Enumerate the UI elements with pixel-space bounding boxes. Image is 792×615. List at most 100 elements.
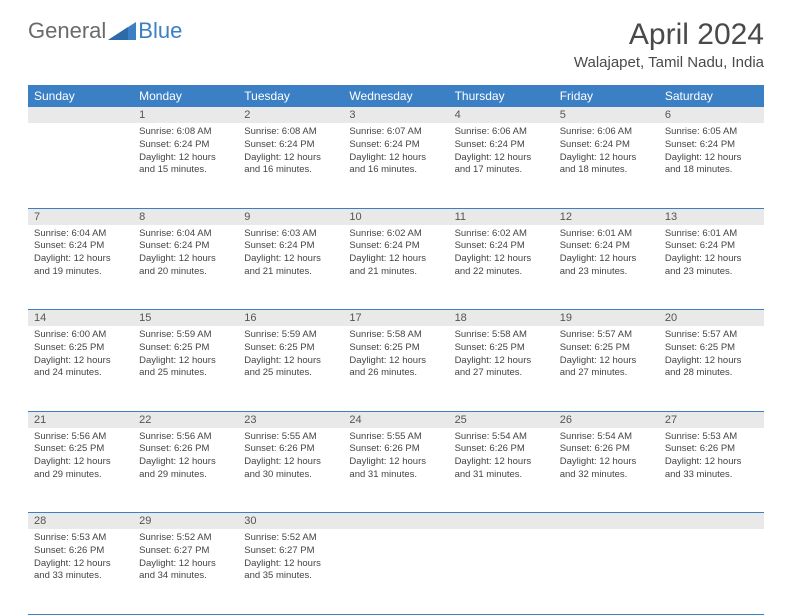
day-cell: [554, 529, 659, 614]
day-number-row: 78910111213: [28, 208, 764, 225]
day-number: 22: [133, 411, 238, 428]
logo-text-gray: General: [28, 18, 106, 44]
day-cell: Sunrise: 5:55 AMSunset: 6:26 PMDaylight:…: [343, 428, 448, 513]
day-number: 14: [28, 310, 133, 327]
day-details: Sunrise: 6:07 AMSunset: 6:24 PMDaylight:…: [343, 123, 448, 183]
day-details: Sunrise: 5:59 AMSunset: 6:25 PMDaylight:…: [133, 326, 238, 386]
day-details: Sunrise: 5:59 AMSunset: 6:25 PMDaylight:…: [238, 326, 343, 386]
day-number: 28: [28, 513, 133, 530]
day-number: 27: [659, 411, 764, 428]
day-details: Sunrise: 5:54 AMSunset: 6:26 PMDaylight:…: [554, 428, 659, 488]
day-cell: [28, 123, 133, 208]
day-number: 29: [133, 513, 238, 530]
day-details: Sunrise: 6:03 AMSunset: 6:24 PMDaylight:…: [238, 225, 343, 285]
day-content-row: Sunrise: 6:08 AMSunset: 6:24 PMDaylight:…: [28, 123, 764, 208]
weekday-header-row: SundayMondayTuesdayWednesdayThursdayFrid…: [28, 85, 764, 107]
day-cell: Sunrise: 5:52 AMSunset: 6:27 PMDaylight:…: [133, 529, 238, 614]
day-cell: Sunrise: 6:03 AMSunset: 6:24 PMDaylight:…: [238, 225, 343, 310]
logo: General Blue: [28, 18, 182, 44]
day-number: 9: [238, 208, 343, 225]
calendar-body: 123456Sunrise: 6:08 AMSunset: 6:24 PMDay…: [28, 107, 764, 614]
day-details: Sunrise: 5:57 AMSunset: 6:25 PMDaylight:…: [659, 326, 764, 386]
day-details: Sunrise: 5:53 AMSunset: 6:26 PMDaylight:…: [28, 529, 133, 589]
day-details: Sunrise: 6:02 AMSunset: 6:24 PMDaylight:…: [449, 225, 554, 285]
day-number: 1: [133, 107, 238, 123]
day-number: 26: [554, 411, 659, 428]
header: General Blue April 2024 Walajapet, Tamil…: [28, 18, 764, 71]
weekday-header: Monday: [133, 85, 238, 107]
day-details: Sunrise: 5:52 AMSunset: 6:27 PMDaylight:…: [238, 529, 343, 589]
day-details: Sunrise: 6:08 AMSunset: 6:24 PMDaylight:…: [133, 123, 238, 183]
day-number: 2: [238, 107, 343, 123]
day-number: 20: [659, 310, 764, 327]
day-cell: Sunrise: 6:00 AMSunset: 6:25 PMDaylight:…: [28, 326, 133, 411]
day-cell: Sunrise: 6:07 AMSunset: 6:24 PMDaylight:…: [343, 123, 448, 208]
weekday-header: Saturday: [659, 85, 764, 107]
day-cell: Sunrise: 5:54 AMSunset: 6:26 PMDaylight:…: [449, 428, 554, 513]
day-cell: Sunrise: 5:58 AMSunset: 6:25 PMDaylight:…: [449, 326, 554, 411]
day-details: Sunrise: 6:08 AMSunset: 6:24 PMDaylight:…: [238, 123, 343, 183]
day-number: 21: [28, 411, 133, 428]
day-details: Sunrise: 5:53 AMSunset: 6:26 PMDaylight:…: [659, 428, 764, 488]
day-cell: Sunrise: 6:05 AMSunset: 6:24 PMDaylight:…: [659, 123, 764, 208]
day-number: 19: [554, 310, 659, 327]
day-details: Sunrise: 5:56 AMSunset: 6:25 PMDaylight:…: [28, 428, 133, 488]
location: Walajapet, Tamil Nadu, India: [574, 54, 764, 71]
day-number: 8: [133, 208, 238, 225]
weekday-header: Sunday: [28, 85, 133, 107]
day-cell: Sunrise: 6:06 AMSunset: 6:24 PMDaylight:…: [554, 123, 659, 208]
day-content-row: Sunrise: 6:04 AMSunset: 6:24 PMDaylight:…: [28, 225, 764, 310]
day-number: 7: [28, 208, 133, 225]
day-number: 15: [133, 310, 238, 327]
day-details: Sunrise: 5:58 AMSunset: 6:25 PMDaylight:…: [343, 326, 448, 386]
day-cell: Sunrise: 5:54 AMSunset: 6:26 PMDaylight:…: [554, 428, 659, 513]
day-number: [554, 513, 659, 530]
day-number: 18: [449, 310, 554, 327]
day-content-row: Sunrise: 5:53 AMSunset: 6:26 PMDaylight:…: [28, 529, 764, 614]
day-details: Sunrise: 5:54 AMSunset: 6:26 PMDaylight:…: [449, 428, 554, 488]
weekday-header: Tuesday: [238, 85, 343, 107]
day-details: Sunrise: 5:52 AMSunset: 6:27 PMDaylight:…: [133, 529, 238, 589]
calendar-table: SundayMondayTuesdayWednesdayThursdayFrid…: [28, 85, 764, 615]
day-details: Sunrise: 5:55 AMSunset: 6:26 PMDaylight:…: [343, 428, 448, 488]
day-cell: Sunrise: 5:59 AMSunset: 6:25 PMDaylight:…: [238, 326, 343, 411]
day-details: Sunrise: 6:02 AMSunset: 6:24 PMDaylight:…: [343, 225, 448, 285]
day-cell: Sunrise: 5:57 AMSunset: 6:25 PMDaylight:…: [659, 326, 764, 411]
day-number: [659, 513, 764, 530]
day-number-row: 282930: [28, 513, 764, 530]
day-details: Sunrise: 6:01 AMSunset: 6:24 PMDaylight:…: [659, 225, 764, 285]
day-cell: Sunrise: 6:08 AMSunset: 6:24 PMDaylight:…: [133, 123, 238, 208]
day-cell: Sunrise: 6:02 AMSunset: 6:24 PMDaylight:…: [343, 225, 448, 310]
day-details: Sunrise: 5:57 AMSunset: 6:25 PMDaylight:…: [554, 326, 659, 386]
day-number-row: 123456: [28, 107, 764, 123]
weekday-header: Friday: [554, 85, 659, 107]
day-cell: Sunrise: 6:01 AMSunset: 6:24 PMDaylight:…: [554, 225, 659, 310]
day-cell: Sunrise: 6:06 AMSunset: 6:24 PMDaylight:…: [449, 123, 554, 208]
day-cell: Sunrise: 6:08 AMSunset: 6:24 PMDaylight:…: [238, 123, 343, 208]
day-cell: Sunrise: 6:04 AMSunset: 6:24 PMDaylight:…: [133, 225, 238, 310]
day-details: Sunrise: 6:05 AMSunset: 6:24 PMDaylight:…: [659, 123, 764, 183]
day-cell: Sunrise: 5:56 AMSunset: 6:25 PMDaylight:…: [28, 428, 133, 513]
day-content-row: Sunrise: 5:56 AMSunset: 6:25 PMDaylight:…: [28, 428, 764, 513]
month-title: April 2024: [574, 18, 764, 52]
logo-triangle-icon: [108, 22, 136, 40]
day-cell: Sunrise: 5:56 AMSunset: 6:26 PMDaylight:…: [133, 428, 238, 513]
day-cell: Sunrise: 6:04 AMSunset: 6:24 PMDaylight:…: [28, 225, 133, 310]
day-number: 4: [449, 107, 554, 123]
day-number: [343, 513, 448, 530]
day-cell: Sunrise: 5:57 AMSunset: 6:25 PMDaylight:…: [554, 326, 659, 411]
weekday-header: Thursday: [449, 85, 554, 107]
day-number: 6: [659, 107, 764, 123]
day-number: 25: [449, 411, 554, 428]
day-number: 17: [343, 310, 448, 327]
day-number: 13: [659, 208, 764, 225]
day-number: 5: [554, 107, 659, 123]
day-details: Sunrise: 5:56 AMSunset: 6:26 PMDaylight:…: [133, 428, 238, 488]
day-cell: Sunrise: 5:55 AMSunset: 6:26 PMDaylight:…: [238, 428, 343, 513]
logo-text-blue: Blue: [138, 18, 182, 44]
day-number: 16: [238, 310, 343, 327]
day-details: Sunrise: 6:01 AMSunset: 6:24 PMDaylight:…: [554, 225, 659, 285]
day-cell: Sunrise: 5:52 AMSunset: 6:27 PMDaylight:…: [238, 529, 343, 614]
day-number: 12: [554, 208, 659, 225]
day-number: [449, 513, 554, 530]
